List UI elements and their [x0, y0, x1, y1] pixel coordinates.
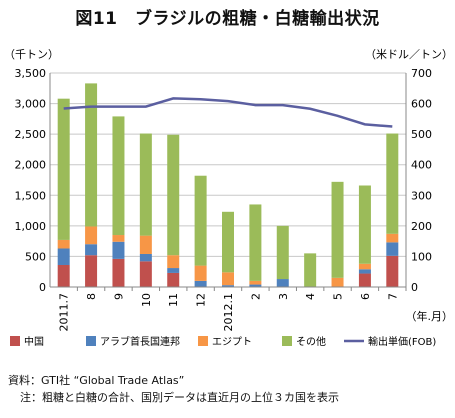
bar-segment	[194, 265, 207, 281]
x-tick-label: 2	[249, 293, 262, 300]
legend-swatch	[86, 336, 96, 346]
bar-segment	[112, 258, 125, 287]
bar-segment	[194, 280, 207, 287]
bar-segment	[57, 98, 70, 240]
y-left-tick-label: 3,500	[15, 67, 47, 80]
bar-segment	[386, 233, 399, 243]
legend-label: アラブ首長国連邦	[100, 335, 180, 348]
y-left-tick-label: 2,500	[15, 128, 47, 141]
bar-segment	[85, 83, 98, 227]
bar-segment	[331, 277, 344, 287]
legend-swatch	[198, 336, 208, 346]
bar-segment	[85, 244, 98, 256]
y-right-tick-label: 400	[411, 159, 432, 172]
x-tick-label: 10	[140, 293, 153, 307]
bar-layer	[57, 83, 399, 287]
bar-segment	[85, 255, 98, 287]
legend-swatch	[282, 336, 292, 346]
bar-segment	[167, 255, 180, 269]
legend-label: その他	[296, 335, 326, 348]
legend-label: 中国	[24, 335, 44, 348]
x-tick-label: 2011.7	[58, 293, 71, 332]
x-tick-label: 5	[332, 293, 345, 300]
chart-svg: （千トン） （米ドル／トン） 0 500 1,000 1,500 2,000 2,500 3…	[4, 48, 454, 348]
bar-segment	[276, 279, 289, 287]
bar-segment	[249, 204, 262, 281]
bar-segment	[57, 264, 70, 287]
y-left-tick-label: 500	[25, 250, 46, 263]
y-right-tick-label: 100	[411, 250, 432, 263]
x-tick-label: 2012.1	[222, 293, 235, 332]
bar-segment	[167, 268, 180, 273]
y-left-tick-label: 1,000	[15, 220, 47, 233]
y-left-unit: （千トン）	[4, 48, 59, 61]
y-right-unit: （米ドル／トン）	[365, 48, 453, 61]
bar-segment	[85, 226, 98, 245]
bar-segment	[386, 133, 399, 234]
bar-segment	[139, 253, 152, 262]
legend-label: エジプト	[212, 336, 252, 348]
bar-segment	[249, 284, 262, 287]
x-tick-label: 8	[85, 293, 98, 300]
x-tick-label: 4	[304, 293, 317, 300]
y-right-tick-label: 0	[411, 281, 418, 294]
y-left-tick-label: 2,000	[15, 159, 47, 172]
bar-segment	[167, 134, 180, 256]
x-tick-label: 6	[359, 293, 372, 300]
bar-segment	[194, 175, 207, 266]
footnote: 注：粗糖と白糖の合計、国別データは直近月の上位３カ国を表示	[20, 391, 339, 404]
bar-segment	[112, 241, 125, 259]
bar-segment	[358, 269, 371, 274]
y-left-tick-label: 1,500	[15, 189, 47, 202]
bar-segment	[331, 181, 344, 278]
bar-segment	[358, 273, 371, 287]
bar-segment	[358, 263, 371, 270]
axes: 0 500 1,000 1,500 2,000 2,500 3,000 3,500 0 100 20…	[15, 67, 433, 332]
bar-segment	[57, 248, 70, 265]
y-left-tick-label: 3,000	[15, 98, 47, 111]
y-right-tick-label: 500	[411, 128, 432, 141]
bar-segment	[386, 242, 399, 256]
bar-segment	[222, 272, 234, 286]
legend: 中国 アラブ首長国連邦 エジプト その他 輸出単価(FOB)	[10, 335, 436, 348]
bar-segment	[139, 261, 152, 287]
y-right-tick-label: 600	[411, 98, 432, 111]
line-layer	[63, 97, 393, 128]
bar-segment	[222, 285, 234, 287]
x-tick-label: 11	[167, 293, 180, 307]
legend-label: 輸出単価(FOB)	[368, 335, 436, 348]
bar-segment	[167, 272, 180, 287]
y-right-tick-label: 700	[411, 67, 432, 80]
chart-title: 図11 ブラジルの粗糖・白糖輸出状況	[75, 9, 380, 29]
bar-segment	[358, 185, 371, 264]
y-left-tick-label: 0	[39, 281, 46, 294]
bar-segment	[112, 116, 125, 236]
bar-segment	[304, 253, 317, 287]
x-tick-label: 9	[112, 293, 125, 300]
bar-segment	[57, 239, 70, 249]
bar-segment	[222, 211, 234, 273]
x-unit: （年.月）	[406, 309, 454, 323]
bar-segment	[249, 280, 262, 285]
bar-segment	[139, 235, 152, 254]
price-line	[63, 97, 393, 128]
notes: 資料：GTI社 “Global Trade Atlas” 注：粗糖と白糖の合計、…	[8, 372, 339, 406]
legend-swatch	[10, 336, 20, 346]
bar-segment	[139, 133, 152, 236]
bar-segment	[386, 255, 399, 287]
source-note: 資料：GTI社 “Global Trade Atlas”	[8, 374, 185, 387]
x-tick-label: 12	[195, 293, 208, 307]
y-right-tick-label: 200	[411, 220, 432, 233]
y-right-tick-label: 300	[411, 189, 432, 202]
x-tick-label: 3	[277, 293, 290, 300]
x-tick-label: 7	[386, 293, 399, 300]
bar-segment	[276, 225, 289, 280]
bar-segment	[112, 235, 125, 242]
